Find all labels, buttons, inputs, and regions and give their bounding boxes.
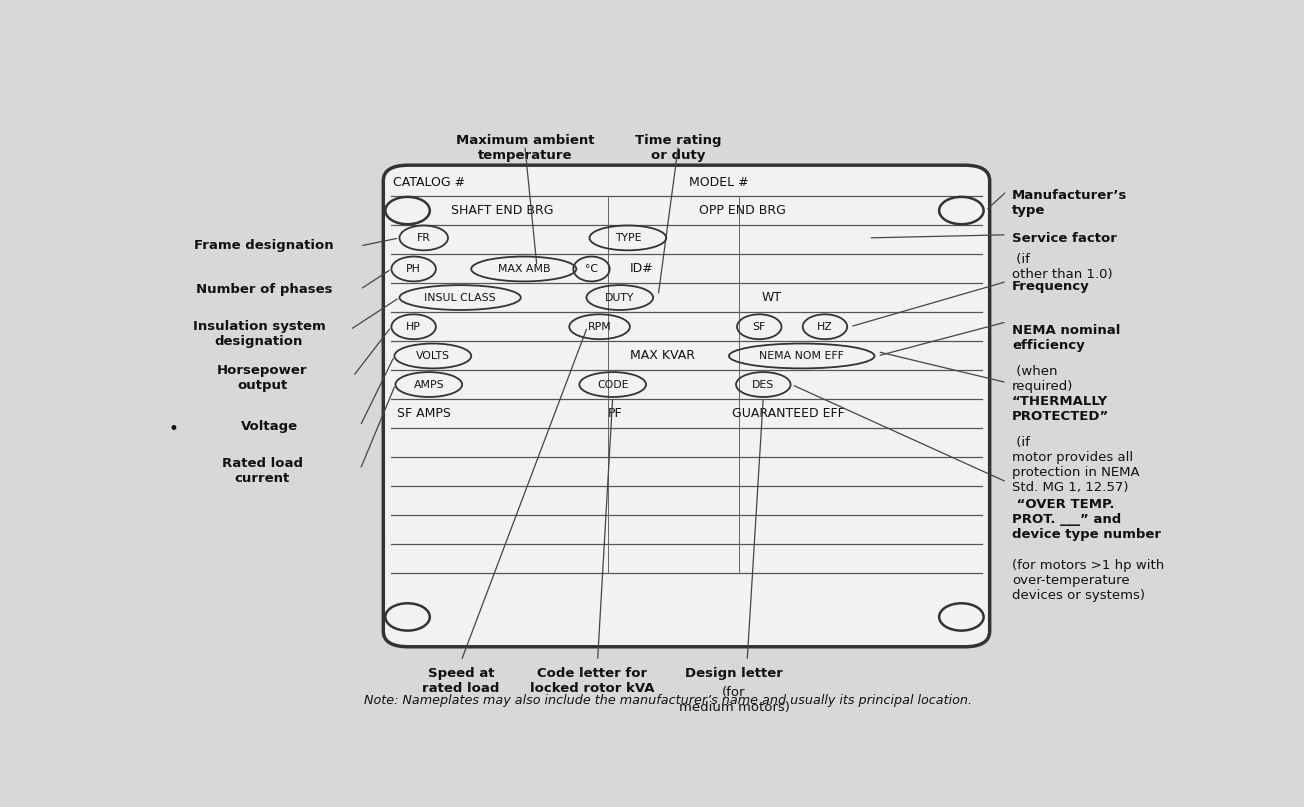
Text: Frame designation: Frame designation xyxy=(194,240,334,253)
Text: SF AMPS: SF AMPS xyxy=(398,408,451,420)
Text: MODEL #: MODEL # xyxy=(689,176,748,189)
Text: Voltage: Voltage xyxy=(240,420,297,433)
Text: (if
motor provides all
protection in NEMA
Std. MG 1, 12.57): (if motor provides all protection in NEM… xyxy=(1012,436,1140,494)
Text: Maximum ambient
temperature: Maximum ambient temperature xyxy=(455,134,595,162)
Text: Code letter for
locked rotor kVA: Code letter for locked rotor kVA xyxy=(531,667,655,696)
Text: HZ: HZ xyxy=(818,322,833,332)
Text: PH: PH xyxy=(406,264,421,274)
Text: PF: PF xyxy=(608,408,622,420)
Text: (when
required): (when required) xyxy=(1012,365,1073,393)
Text: HP: HP xyxy=(406,322,421,332)
Text: GUARANTEED EFF: GUARANTEED EFF xyxy=(732,408,845,420)
Text: TYPE: TYPE xyxy=(614,233,642,243)
Text: Speed at
rated load: Speed at rated load xyxy=(422,667,499,696)
Text: SF: SF xyxy=(752,322,765,332)
Text: Insulation system
designation: Insulation system designation xyxy=(193,320,326,348)
Text: Horsepower
output: Horsepower output xyxy=(216,364,308,392)
Text: OPP END BRG: OPP END BRG xyxy=(699,204,785,217)
Text: RPM: RPM xyxy=(588,322,612,332)
Text: AMPS: AMPS xyxy=(413,379,445,390)
Text: Note: Nameplates may also include the manufacturer’s name and usually its princi: Note: Nameplates may also include the ma… xyxy=(364,694,973,707)
Text: (if
other than 1.0): (if other than 1.0) xyxy=(1012,253,1112,281)
FancyBboxPatch shape xyxy=(383,165,990,646)
Text: INSUL CLASS: INSUL CLASS xyxy=(424,293,496,303)
Text: DES: DES xyxy=(752,379,775,390)
Text: Number of phases: Number of phases xyxy=(196,283,333,296)
Text: Rated load
current: Rated load current xyxy=(222,457,303,485)
Text: (for motors >1 hp with
over-temperature
devices or systems): (for motors >1 hp with over-temperature … xyxy=(1012,559,1164,602)
Text: VOLTS: VOLTS xyxy=(416,351,450,361)
Text: FR: FR xyxy=(417,233,430,243)
Text: “THERMALLY
PROTECTED”: “THERMALLY PROTECTED” xyxy=(1012,395,1110,423)
Text: CODE: CODE xyxy=(597,379,629,390)
Text: MAX KVAR: MAX KVAR xyxy=(630,349,695,362)
Text: Manufacturer’s
type: Manufacturer’s type xyxy=(1012,189,1127,217)
Text: “OVER TEMP.
PROT. ___” and
device type number: “OVER TEMP. PROT. ___” and device type n… xyxy=(1012,498,1161,541)
Text: NEMA nominal
efficiency: NEMA nominal efficiency xyxy=(1012,324,1120,352)
Text: CATALOG #: CATALOG # xyxy=(394,176,466,189)
Text: DUTY: DUTY xyxy=(605,293,635,303)
Text: MAX AMB: MAX AMB xyxy=(498,264,550,274)
Text: ID#: ID# xyxy=(630,262,653,275)
Text: •: • xyxy=(168,420,177,438)
Text: °C: °C xyxy=(585,264,599,274)
Text: NEMA NOM EFF: NEMA NOM EFF xyxy=(759,351,844,361)
Text: (for
medium motors): (for medium motors) xyxy=(678,686,789,714)
Text: Design letter: Design letter xyxy=(685,667,782,680)
Text: Time rating
or duty: Time rating or duty xyxy=(635,134,721,162)
Text: Service factor: Service factor xyxy=(1012,232,1116,245)
Text: SHAFT END BRG: SHAFT END BRG xyxy=(451,204,553,217)
Text: WT: WT xyxy=(762,291,781,304)
Text: Frequency: Frequency xyxy=(1012,280,1090,293)
